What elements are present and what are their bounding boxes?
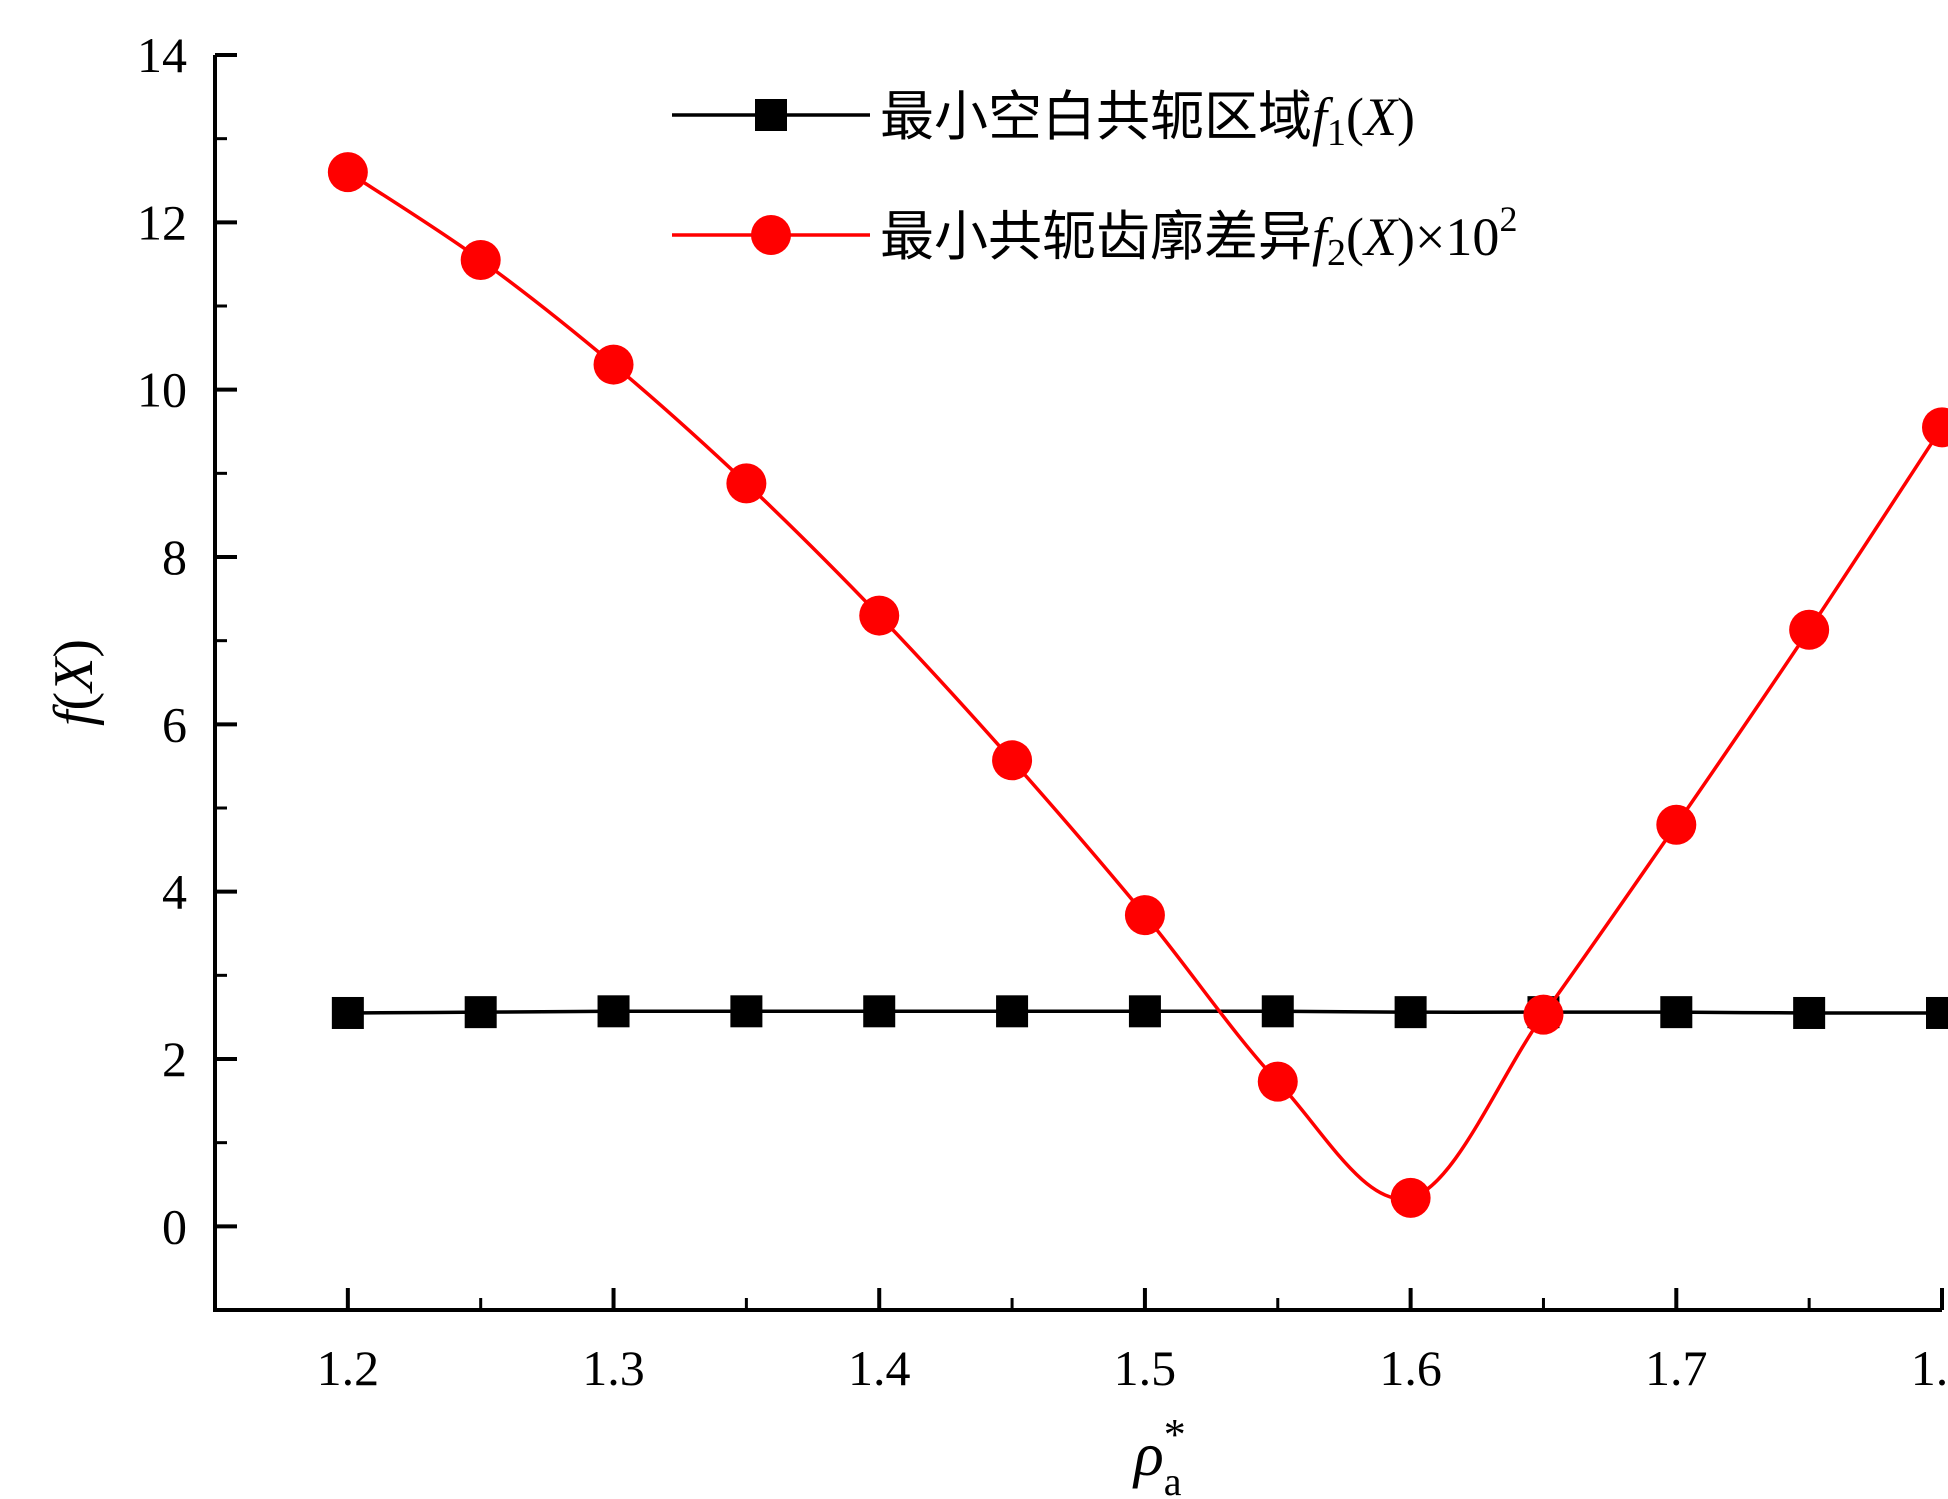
data-point-circle <box>1257 1061 1298 1102</box>
data-point-square <box>996 995 1029 1028</box>
data-point-circle <box>1390 1177 1431 1218</box>
data-point-circle <box>992 740 1033 781</box>
legend-label-paren: ( <box>1346 87 1364 147</box>
x-tick-label: 1.2 <box>317 1340 380 1396</box>
legend-label-text: 最小共轭齿廓差异 <box>880 205 1312 268</box>
y-tick-label: 2 <box>162 1031 187 1087</box>
data-point-circle <box>1523 994 1564 1035</box>
x-tick-label: 1.8 <box>1911 1340 1948 1396</box>
legend-marker-circle <box>751 215 791 255</box>
y-tick-label: 12 <box>137 194 187 250</box>
legend-label-x: X <box>1362 207 1399 267</box>
x-axis-title-subscript: a <box>1164 1459 1182 1499</box>
data-point-square <box>863 995 896 1028</box>
series-1 <box>331 995 1948 1029</box>
data-point-circle <box>1124 895 1165 936</box>
x-axis-title-superscript: * <box>1164 1410 1186 1459</box>
x-tick-label: 1.3 <box>582 1340 645 1396</box>
y-tick-label: 0 <box>162 1198 187 1254</box>
data-point-circle <box>859 595 900 636</box>
x-tick-label: 1.5 <box>1114 1340 1177 1396</box>
data-point-square <box>464 996 497 1029</box>
legend-entry-1: 最小空白共轭区域f1(X) <box>672 85 1415 154</box>
y-tick-label: 4 <box>162 864 187 920</box>
legend-label-x: X <box>1362 87 1399 147</box>
data-point-circle <box>1656 804 1697 845</box>
y-tick-label: 10 <box>137 362 187 418</box>
x-axis-title: ρ* a <box>1132 1410 1186 1499</box>
legend-label-args: (X)×10 <box>1346 207 1499 267</box>
series-2-line <box>346 170 1944 1201</box>
data-point-circle <box>593 344 634 385</box>
y-tick-label: 8 <box>162 529 187 585</box>
data-point-circle <box>726 463 767 504</box>
data-point-square <box>1128 995 1161 1028</box>
data-point-circle <box>327 152 368 193</box>
legend-label-subscript: 2 <box>1327 232 1346 274</box>
data-point-circle <box>1789 609 1830 650</box>
x-tick-label: 1.4 <box>848 1340 911 1396</box>
data-point-circle <box>460 239 501 280</box>
series-layer <box>327 152 1948 1218</box>
data-point-square <box>1660 996 1693 1029</box>
legend-label-args: (X) <box>1346 87 1415 147</box>
legend-label: 最小空白共轭区域f1(X) <box>880 85 1415 154</box>
data-point-circle <box>1922 407 1948 448</box>
x-tick-label: 1.6 <box>1379 1340 1442 1396</box>
y-axis-title: f(X) <box>43 639 105 726</box>
legend-label-subscript: 1 <box>1327 112 1346 154</box>
y-axis-title-args: (X) <box>43 639 105 711</box>
data-point-square <box>597 995 630 1028</box>
y-tick-label: 14 <box>137 27 187 83</box>
legend-label-power: 2 <box>1499 199 1517 239</box>
legend-label-text: 最小空白共轭区域 <box>880 85 1312 148</box>
legend-marker-square <box>755 99 787 131</box>
data-point-square <box>1261 995 1294 1028</box>
data-point-square <box>1793 996 1826 1029</box>
x-tick-label: 1.7 <box>1645 1340 1708 1396</box>
legend: 最小空白共轭区域f1(X) 最小共轭齿廓差异f2(X)×102 <box>672 85 1517 274</box>
y-axis-title-x: X <box>43 655 105 694</box>
series-2 <box>327 152 1948 1218</box>
data-point-square <box>1394 996 1427 1029</box>
legend-label-paren: ( <box>1346 207 1364 267</box>
data-point-square <box>331 996 364 1029</box>
y-axis-title-paren: ( <box>43 692 105 711</box>
legend-label-suffix: ) <box>1397 87 1415 147</box>
legend-label: 最小共轭齿廓差异f2(X)×102 <box>880 199 1517 274</box>
legend-label-suffix: )×10 <box>1397 207 1499 267</box>
legend-entry-2: 最小共轭齿廓差异f2(X)×102 <box>672 199 1517 274</box>
data-point-square <box>1926 996 1948 1029</box>
y-axis-title-paren: ) <box>43 639 105 658</box>
x-axis-title-symbol: ρ <box>1132 1421 1164 1489</box>
y-tick-label: 6 <box>162 696 187 752</box>
data-point-square <box>730 995 763 1028</box>
